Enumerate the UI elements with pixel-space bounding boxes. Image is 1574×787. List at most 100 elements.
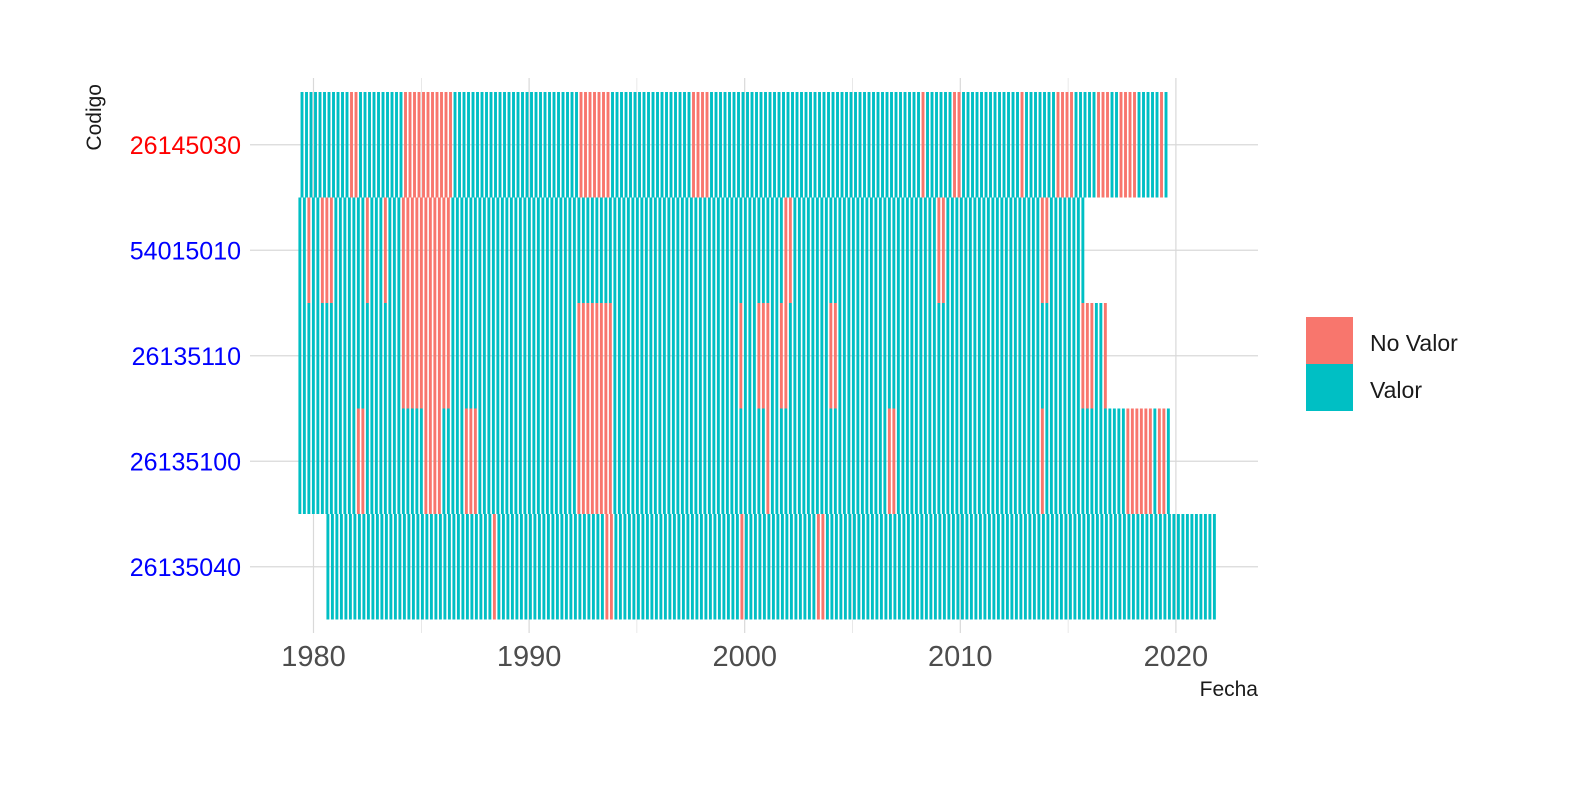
data-bar	[595, 303, 599, 409]
data-bar	[703, 197, 707, 303]
data-bar	[869, 197, 873, 303]
data-bar	[959, 408, 963, 514]
data-bar	[919, 303, 923, 409]
y-axis-ticks: 26145030 54015010 26135110 26135100 26135040	[130, 132, 241, 582]
data-bar	[908, 92, 911, 198]
data-bar	[532, 197, 536, 303]
data-bar	[496, 197, 500, 303]
data-bar	[533, 514, 537, 620]
data-bar	[496, 303, 500, 409]
data-bar	[928, 303, 932, 409]
data-bar	[802, 408, 806, 514]
data-bar	[433, 197, 437, 303]
data-bar	[770, 408, 774, 514]
data-bar	[959, 303, 963, 409]
data-bar	[752, 303, 756, 409]
data-bar	[741, 92, 745, 198]
data-bar	[482, 408, 486, 514]
data-bar	[1064, 514, 1068, 620]
data-bar	[557, 92, 560, 198]
data-bar	[929, 514, 933, 620]
data-bar	[1212, 514, 1216, 620]
data-bar	[631, 408, 635, 514]
data-bar	[955, 197, 959, 303]
data-bar	[1046, 514, 1050, 620]
data-bar	[307, 197, 311, 303]
data-bar	[563, 197, 567, 303]
data-bar	[568, 303, 572, 409]
data-bar	[1076, 303, 1080, 409]
data-bar	[708, 514, 712, 620]
data-bar	[383, 197, 387, 303]
data-bar	[1007, 92, 1010, 198]
data-bar	[611, 92, 614, 198]
data-bar	[687, 92, 691, 198]
data-bar	[586, 197, 590, 303]
data-bar	[443, 514, 447, 620]
data-bar	[829, 408, 833, 514]
data-bar	[645, 514, 649, 620]
data-bar	[1158, 514, 1162, 620]
data-bar	[719, 92, 722, 198]
data-bar	[483, 514, 487, 620]
data-bar	[784, 408, 788, 514]
x-tick-label: 1990	[497, 641, 562, 673]
data-bar	[366, 514, 370, 620]
data-bar	[1172, 514, 1176, 620]
data-bar	[656, 92, 659, 198]
data-bar	[762, 514, 766, 620]
data-bar	[761, 303, 765, 409]
data-bar	[497, 514, 501, 620]
data-bar	[914, 408, 918, 514]
data-bar	[494, 92, 497, 198]
data-bar	[590, 303, 594, 409]
data-bar	[419, 408, 423, 514]
data-bar	[658, 303, 662, 409]
data-bar	[995, 197, 999, 303]
data-bar	[371, 514, 375, 620]
data-bar	[1118, 514, 1122, 620]
data-bar	[785, 514, 789, 620]
data-bar	[500, 408, 504, 514]
data-bar	[608, 408, 612, 514]
data-bar	[442, 197, 446, 303]
data-bar	[851, 303, 855, 409]
data-bar	[1061, 92, 1064, 198]
data-bar	[901, 303, 905, 409]
data-bar	[525, 92, 529, 198]
data-bar	[834, 514, 838, 620]
data-bar	[543, 92, 547, 198]
data-bar	[770, 197, 774, 303]
data-bar	[1000, 408, 1004, 514]
data-bar	[479, 514, 483, 620]
data-bar	[928, 408, 932, 514]
data-bar	[651, 92, 655, 198]
data-bar	[428, 303, 432, 409]
data-bar	[1128, 92, 1132, 198]
data-bar	[685, 197, 689, 303]
data-bar	[1101, 92, 1105, 198]
data-bar	[1056, 92, 1060, 198]
data-bar	[1074, 92, 1078, 198]
data-bar	[1054, 197, 1058, 303]
data-bar	[935, 92, 938, 198]
data-bar	[476, 92, 479, 198]
data-bar	[464, 408, 468, 514]
data-bar	[316, 197, 320, 303]
data-bar	[626, 197, 630, 303]
data-bar	[1127, 514, 1131, 620]
data-bar	[640, 197, 644, 303]
data-bar	[344, 514, 348, 620]
data-bar	[914, 197, 918, 303]
data-bar	[636, 514, 640, 620]
data-bar	[311, 197, 315, 303]
data-bar	[474, 514, 478, 620]
data-bar	[1185, 514, 1189, 620]
data-bar	[461, 514, 465, 620]
data-bar	[968, 197, 972, 303]
data-bar	[462, 92, 466, 198]
data-bar	[1047, 92, 1051, 198]
data-bar	[890, 92, 893, 198]
data-bar	[869, 303, 873, 409]
data-bar	[595, 197, 599, 303]
